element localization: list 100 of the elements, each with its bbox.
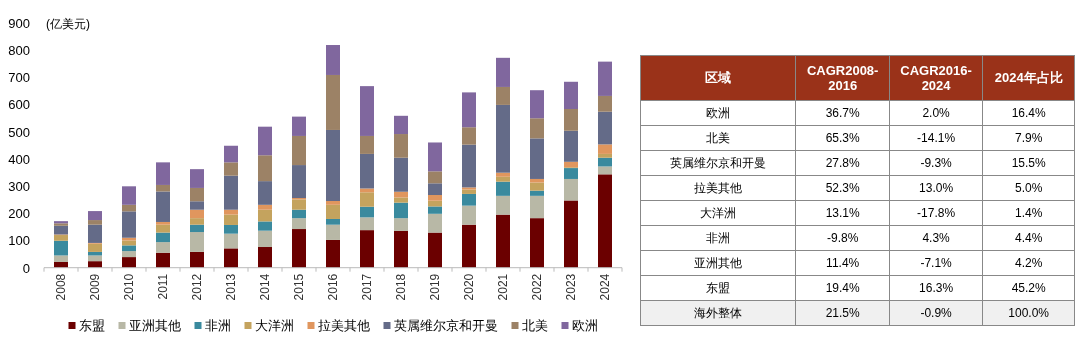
bar [564,200,578,268]
y-tick-label: 0 [22,260,30,276]
bar [428,195,442,201]
y-tick-label: 300 [8,179,30,195]
bar [258,230,272,248]
text: 52.3% [825,181,860,195]
bar [224,145,238,163]
y-tick-label: 200 [8,206,30,222]
bar [530,218,544,268]
text: -14.1% [917,131,956,145]
legend-label: 亚洲其他 [128,318,181,333]
bar [394,157,408,192]
bar [530,182,544,191]
bar [530,90,544,119]
bar [530,195,544,219]
bar [224,175,238,210]
bar [462,92,476,128]
category-label: 拉美其他 [694,180,743,195]
bar [88,243,102,252]
bar [156,242,170,253]
text: 16.3% [919,281,954,295]
text: 4.3% [922,231,950,245]
bar [360,135,374,154]
text: 13.1% [825,206,860,220]
bar [190,209,204,219]
text: 4.2% [1014,256,1043,270]
category-label: 北美 [706,130,731,145]
bar [224,224,238,234]
bar [598,95,612,112]
bar [224,248,238,268]
bar [54,255,68,262]
bar [496,86,510,105]
bar [156,191,170,222]
x-tick-label: 2019 [428,273,442,301]
bar [496,214,510,268]
bar [462,144,476,188]
x-tick-label: 2018 [394,273,408,301]
bar [496,176,510,182]
bar [258,181,272,205]
text: 16.4% [1011,106,1046,120]
category-label: 2024年占比 [982,55,1075,101]
bar [428,206,442,214]
legend-label: 英属维尔京和开曼 [393,318,498,333]
bar [360,230,374,268]
bar [122,240,136,246]
bar [88,261,102,268]
bar [326,204,340,219]
bar [224,214,238,225]
bar [564,130,578,162]
bar [54,225,68,235]
bar [496,104,510,173]
y-tick-label: 400 [8,151,30,167]
y-tick-label: 700 [8,70,30,86]
bar [156,162,170,185]
bar [292,229,306,268]
bar [54,235,68,241]
bar [258,221,272,231]
legend-label: 北美 [521,318,548,333]
bar [394,197,408,203]
bar [292,218,306,230]
bar [258,209,272,222]
x-tick-label: 2010 [122,273,136,301]
legend-label: 大洋洲 [254,318,294,333]
bar [326,45,340,75]
bar [564,168,578,179]
y-tick-label: 500 [8,124,30,140]
bar [598,166,612,175]
legend-label: 非洲 [204,318,231,333]
text: -9.8% [827,231,859,245]
bar [190,232,204,252]
bar [564,81,578,109]
bar [530,138,544,179]
text: 15.5% [1011,156,1046,170]
text: 21.5% [825,306,860,320]
x-tick-label: 2016 [326,273,340,301]
text: -0.9% [920,306,952,320]
bar [88,224,102,243]
bar [258,247,272,268]
bar [292,116,306,136]
bar [156,232,170,243]
x-tick-label: 2015 [292,273,306,301]
text: 11.4% [826,256,860,270]
bar [496,172,510,177]
category-label: 海外整体 [694,305,743,320]
bar [394,230,408,268]
text: 27.8% [825,156,860,170]
bar [428,171,442,184]
text: -17.8% [917,206,956,220]
bar [156,184,170,192]
bar [598,144,612,154]
bar [258,204,272,210]
category-label: 东盟 [706,280,731,295]
category-label: CAGR2008-2016 [795,55,890,101]
text: 7.9% [1014,131,1043,145]
text: 100.0% [1008,306,1049,320]
y-tick-label: 900 [8,15,30,31]
text: 2.0% [922,106,950,120]
y-tick-label: 800 [8,42,30,58]
bar [156,252,170,268]
bar [462,193,476,206]
